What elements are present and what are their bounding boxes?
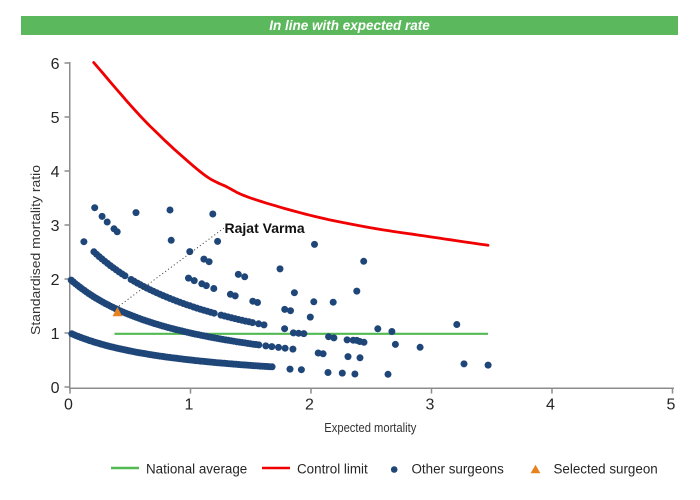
svg-text:1: 1 <box>51 326 60 343</box>
svg-text:4: 4 <box>546 397 555 414</box>
svg-text:0: 0 <box>51 380 60 397</box>
svg-text:National average: National average <box>146 462 247 477</box>
svg-text:Standardised mortality ratio: Standardised mortality ratio <box>28 165 43 335</box>
svg-text:3: 3 <box>426 397 435 414</box>
svg-text:Expected mortality: Expected mortality <box>324 421 417 435</box>
svg-text:2: 2 <box>305 397 314 414</box>
svg-text:2: 2 <box>51 272 60 289</box>
svg-text:0: 0 <box>64 397 73 414</box>
svg-text:1: 1 <box>185 397 194 414</box>
svg-text:Selected surgeon: Selected surgeon <box>554 462 658 477</box>
svg-text:3: 3 <box>51 218 60 235</box>
svg-text:4: 4 <box>51 164 60 181</box>
svg-text:5: 5 <box>51 110 60 127</box>
svg-text:Rajat Varma: Rajat Varma <box>225 220 305 236</box>
svg-text:6: 6 <box>51 56 60 73</box>
svg-text:Control limit: Control limit <box>297 462 368 477</box>
svg-text:5: 5 <box>667 397 676 414</box>
svg-text:Other surgeons: Other surgeons <box>412 462 505 477</box>
